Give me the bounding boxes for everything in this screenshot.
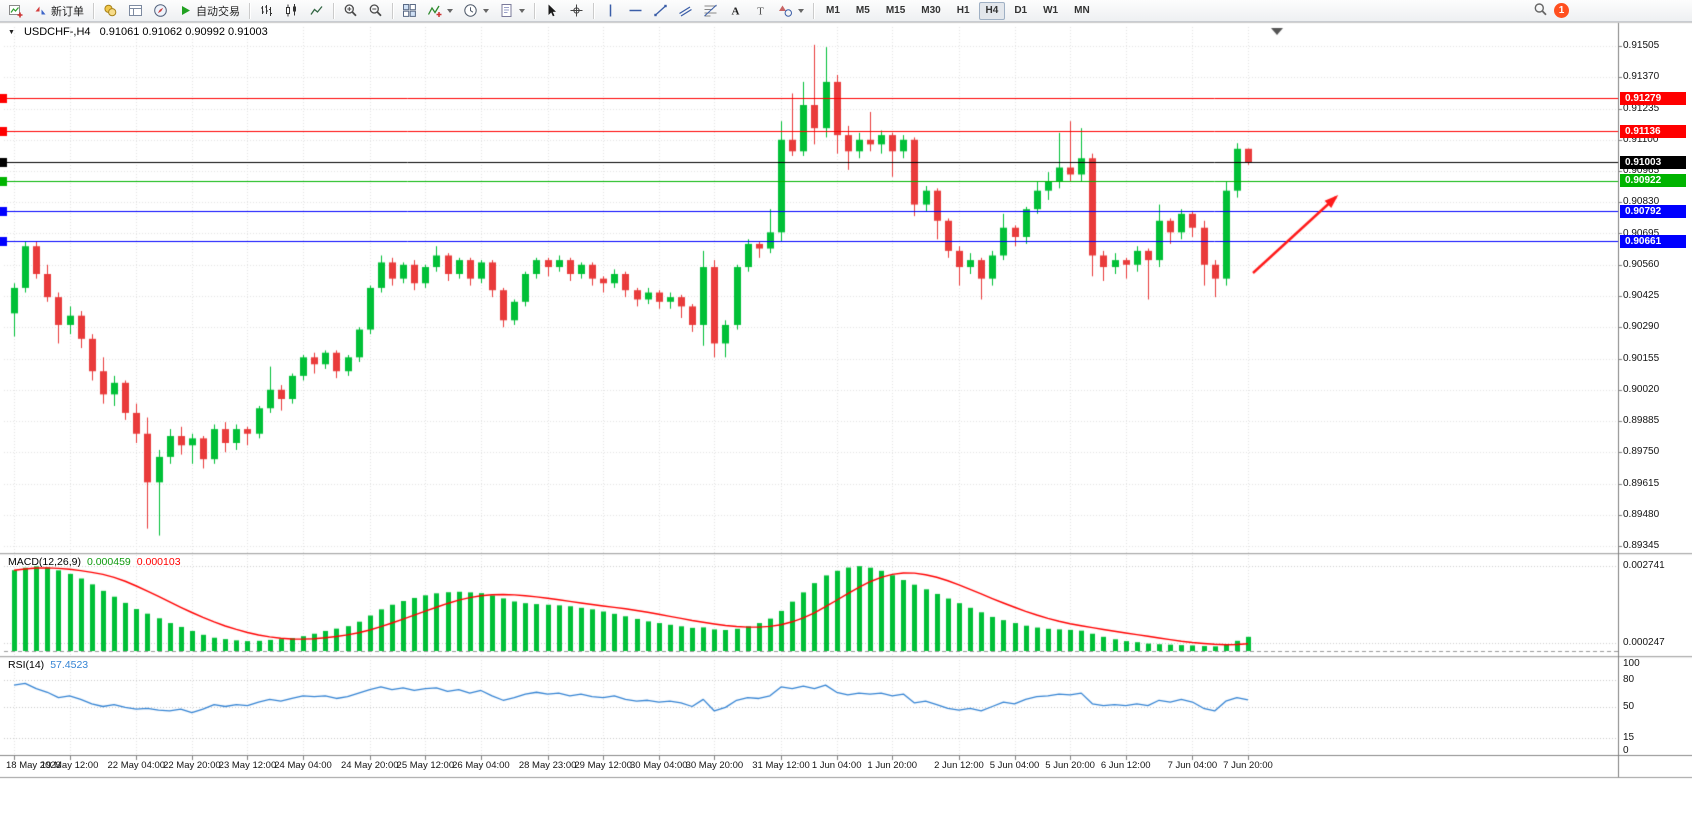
zoom-out-button[interactable] [364, 1, 387, 21]
trend-icon [653, 3, 668, 18]
vline-icon [603, 3, 618, 18]
hline-icon [628, 3, 643, 18]
new-chart-button[interactable] [4, 1, 27, 21]
arrows-tool-button[interactable] [774, 1, 808, 21]
text-a-icon: A [728, 3, 743, 18]
cursor-icon [544, 3, 559, 18]
chart-title: ▼ USDCHF-,H4 0.91061 0.91062 0.90992 0.9… [8, 26, 268, 38]
main-toolbar: 新订单 自动交易 A T M1 M5 M15 M30 H1 H4 D1 W1 MN [0, 0, 1692, 22]
chevron-down-icon [483, 8, 489, 13]
indicators-list-button[interactable] [423, 1, 457, 21]
macd-name: MACD(12,26,9) [8, 556, 81, 568]
data-window-icon [128, 3, 143, 18]
toolbar-separator [93, 2, 94, 19]
bars-icon [259, 3, 274, 18]
text-tool-button[interactable]: A [724, 1, 747, 21]
tiles-icon [402, 3, 417, 18]
autotrading-button[interactable]: 自动交易 [174, 1, 244, 21]
timeframe-d1-button[interactable]: D1 [1007, 2, 1034, 20]
notification-badge[interactable]: 1 [1554, 2, 1569, 18]
linechart-icon [309, 3, 324, 18]
zoom-in-button[interactable] [339, 1, 362, 21]
macd-indicator-label: MACD(12,26,9) 0.000459 0.000103 [8, 556, 181, 568]
toolbar-separator [249, 2, 250, 19]
timeframe-m5-button[interactable]: M5 [849, 2, 877, 20]
chevron-down-icon [798, 8, 804, 13]
one-click-trading-icon[interactable]: ▼ [8, 28, 15, 36]
price-scale[interactable] [1619, 23, 1692, 755]
toolbar-separator [333, 2, 334, 19]
bar-chart-mode-button[interactable] [255, 1, 278, 21]
order-arrows-icon [33, 3, 48, 18]
zoom-out-icon [368, 3, 383, 18]
new-order-label: 新订单 [51, 5, 84, 18]
vertical-line-tool-button[interactable] [599, 1, 622, 21]
chevron-down-icon [447, 8, 453, 13]
navigator-button[interactable] [149, 1, 172, 21]
tile-windows-button[interactable] [398, 1, 421, 21]
svg-text:A: A [732, 6, 740, 18]
macd-signal-value: 0.000103 [136, 556, 181, 568]
compass-icon [153, 3, 168, 18]
candles-icon [284, 3, 299, 18]
line-chart-mode-button[interactable] [305, 1, 328, 21]
rsi-indicator-label: RSI(14) 57.4523 [8, 659, 88, 671]
cursor-tool-button[interactable] [540, 1, 563, 21]
new-order-button[interactable]: 新订单 [29, 1, 88, 21]
time-scale[interactable] [0, 756, 1618, 777]
zoom-in-icon [343, 3, 358, 18]
shapes-icon [778, 3, 793, 18]
template-icon [499, 3, 514, 18]
fibonacci-tool-button[interactable] [699, 1, 722, 21]
toolbar-separator [392, 2, 393, 19]
fibo-icon [703, 3, 718, 18]
candlestick-mode-button[interactable] [280, 1, 303, 21]
indicator-icon [427, 3, 442, 18]
search-icon[interactable] [1532, 2, 1548, 18]
autotrading-label: 自动交易 [196, 5, 240, 18]
channel-icon [678, 3, 693, 18]
symbol-period-label: USDCHF-,H4 [23, 26, 91, 38]
toolbar-separator [593, 2, 594, 19]
timeframe-h4-button[interactable]: H4 [978, 1, 1006, 20]
crosshair-tool-button[interactable] [565, 1, 588, 21]
timeframe-w1-button[interactable]: W1 [1036, 2, 1065, 20]
chart-plus-icon [8, 3, 23, 18]
svg-text:T: T [757, 6, 764, 18]
crosshair-icon [569, 3, 584, 18]
data-window-button[interactable] [124, 1, 147, 21]
ohlc-values: 0.91061 0.91062 0.90992 0.91003 [99, 26, 268, 38]
trendline-tool-button[interactable] [649, 1, 672, 21]
templates-button[interactable] [495, 1, 529, 21]
timeframe-h1-button[interactable]: H1 [950, 2, 977, 20]
timeframe-m30-button[interactable]: M30 [914, 2, 947, 20]
play-icon [178, 3, 193, 18]
periods-list-button[interactable] [459, 1, 493, 21]
text-label-tool-button[interactable]: T [749, 1, 772, 21]
timeframe-mn-button[interactable]: MN [1067, 2, 1097, 20]
coins-icon [103, 3, 118, 18]
toolbar-separator [534, 2, 535, 19]
timeframe-m1-button[interactable]: M1 [819, 2, 847, 20]
clock-icon [463, 3, 478, 18]
channel-tool-button[interactable] [674, 1, 697, 21]
label-t-icon: T [753, 3, 768, 18]
rsi-name: RSI(14) [8, 659, 45, 671]
toolbar-right-group: 1 [1532, 2, 1569, 18]
market-watch-button[interactable] [99, 1, 122, 21]
chevron-down-icon [519, 8, 525, 13]
macd-main-value: 0.000459 [86, 556, 131, 568]
rsi-value: 57.4523 [50, 659, 89, 671]
horizontal-line-tool-button[interactable] [624, 1, 647, 21]
toolbar-separator [813, 2, 814, 19]
timeframe-m15-button[interactable]: M15 [879, 2, 912, 20]
